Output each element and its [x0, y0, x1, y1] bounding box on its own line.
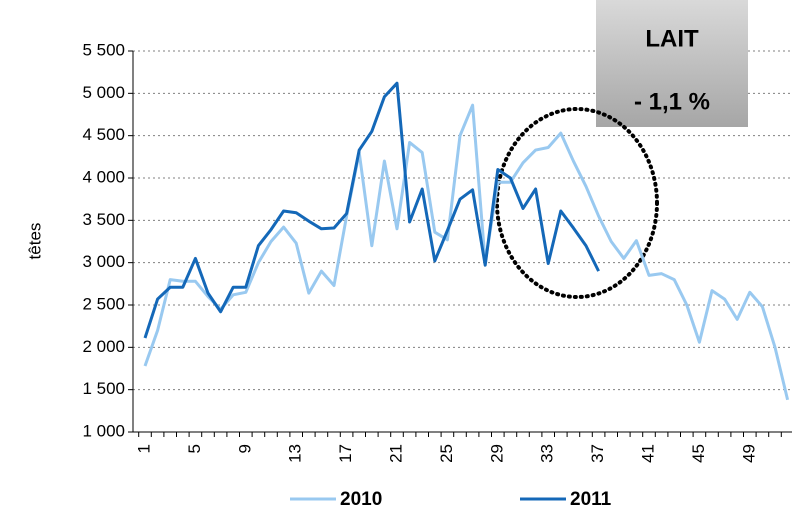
box-title: LAIT [645, 25, 699, 52]
x-tick-label: 9 [235, 444, 254, 453]
y-tick-label: 3 000 [82, 252, 125, 271]
y-tick-label: 5 500 [82, 40, 125, 59]
x-tick-label: 33 [538, 444, 557, 463]
annotation-ellipse [495, 107, 659, 299]
y-tick-label: 2 500 [82, 294, 125, 313]
y-tick-label: 1 500 [82, 379, 125, 398]
series-line [143, 81, 600, 339]
x-tick-label: 25 [437, 444, 456, 463]
legend-label: 2011 [570, 489, 612, 510]
y-tick-label: 4 500 [82, 125, 125, 144]
box-value: - 1,1 % [634, 88, 710, 115]
x-tick-label: 21 [386, 444, 405, 463]
x-tick-label: 41 [638, 444, 657, 463]
highlight-box [596, 0, 748, 127]
x-tick-label: 37 [588, 444, 607, 463]
x-tick-label: 29 [487, 444, 506, 463]
y-tick-label: 5 000 [82, 83, 125, 102]
y-tick-label: 2 000 [82, 337, 125, 356]
legend-label: 2010 [340, 489, 382, 510]
x-tick-label: 5 [185, 444, 204, 453]
x-tick-label: 17 [336, 444, 355, 463]
x-tick-label: 45 [689, 444, 708, 463]
x-tick-label: 49 [739, 444, 758, 463]
x-tick-label: 1 [134, 444, 153, 453]
series-line [143, 103, 790, 401]
y-tick-label: 1 000 [82, 421, 125, 440]
x-tick-label: 13 [286, 444, 305, 463]
y-tick-label: 3 500 [82, 210, 125, 229]
y-tick-label: 4 000 [82, 167, 125, 186]
y-axis-label: têtes [25, 223, 44, 260]
